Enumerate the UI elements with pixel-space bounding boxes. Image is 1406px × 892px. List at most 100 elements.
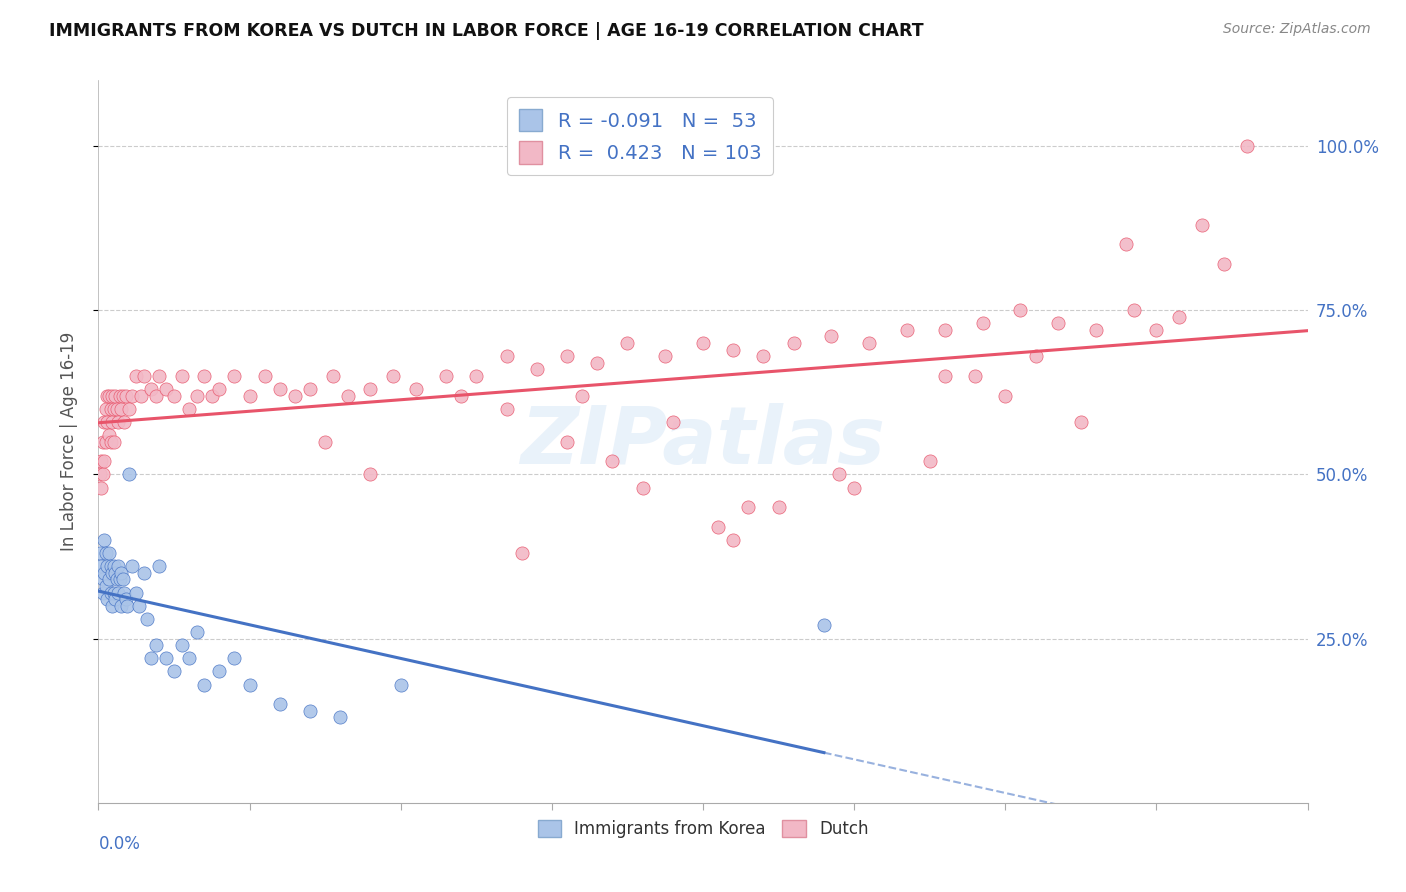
Point: [96, 559, 118, 574]
Point: [322, 368, 344, 383]
Point: [91, 434, 114, 449]
Point: [90, 559, 112, 574]
Point: [118, 401, 141, 416]
Point: [465, 368, 488, 383]
Point: [94, 434, 117, 449]
Point: [101, 566, 124, 580]
Point: [495, 349, 517, 363]
Point: [103, 401, 125, 416]
Point: [91, 573, 114, 587]
Point: [707, 520, 730, 534]
Point: [114, 592, 136, 607]
Point: [104, 592, 127, 607]
Point: [94, 579, 117, 593]
Point: [586, 356, 609, 370]
Point: [1070, 415, 1092, 429]
Point: [132, 566, 155, 580]
Point: [163, 665, 186, 679]
Point: [93, 533, 115, 547]
Point: [93, 454, 115, 468]
Point: [125, 585, 148, 599]
Point: [602, 454, 624, 468]
Point: [115, 599, 138, 613]
Point: [654, 349, 676, 363]
Point: [179, 401, 201, 416]
Point: [299, 382, 322, 396]
Point: [148, 559, 170, 574]
Point: [360, 467, 382, 482]
Point: [896, 323, 918, 337]
Point: [555, 349, 578, 363]
Point: [495, 401, 517, 416]
Point: [105, 573, 128, 587]
Point: [104, 388, 127, 402]
Point: [336, 388, 359, 402]
Point: [155, 382, 177, 396]
Point: [1168, 310, 1191, 324]
Point: [111, 388, 134, 402]
Point: [103, 585, 125, 599]
Point: [118, 467, 141, 482]
Point: [108, 388, 131, 402]
Point: [121, 559, 143, 574]
Point: [555, 434, 578, 449]
Point: [107, 559, 129, 574]
Point: [96, 388, 118, 402]
Point: [526, 362, 548, 376]
Point: [111, 573, 134, 587]
Point: [94, 401, 117, 416]
Point: [170, 368, 193, 383]
Point: [125, 368, 148, 383]
Point: [661, 415, 683, 429]
Point: [768, 500, 790, 515]
Point: [110, 599, 132, 613]
Text: IMMIGRANTS FROM KOREA VS DUTCH IN LABOR FORCE | AGE 16-19 CORRELATION CHART: IMMIGRANTS FROM KOREA VS DUTCH IN LABOR …: [49, 22, 924, 40]
Point: [616, 336, 638, 351]
Point: [135, 612, 157, 626]
Point: [100, 559, 122, 574]
Point: [972, 316, 994, 330]
Point: [269, 698, 291, 712]
Point: [90, 454, 112, 468]
Point: [844, 481, 866, 495]
Point: [145, 638, 167, 652]
Point: [101, 415, 124, 429]
Point: [100, 401, 122, 416]
Y-axis label: In Labor Force | Age 16-19: In Labor Force | Age 16-19: [59, 332, 77, 551]
Point: [382, 368, 405, 383]
Point: [112, 585, 135, 599]
Point: [450, 388, 472, 402]
Point: [201, 388, 224, 402]
Point: [89, 546, 111, 560]
Point: [91, 585, 114, 599]
Point: [389, 677, 412, 691]
Point: [132, 368, 155, 383]
Point: [93, 415, 115, 429]
Point: [100, 585, 122, 599]
Point: [631, 481, 654, 495]
Point: [510, 546, 533, 560]
Point: [1047, 316, 1070, 330]
Point: [103, 559, 125, 574]
Point: [360, 382, 382, 396]
Point: [692, 336, 714, 351]
Point: [269, 382, 291, 396]
Point: [104, 566, 127, 580]
Point: [129, 388, 152, 402]
Point: [90, 481, 112, 495]
Point: [314, 434, 336, 449]
Point: [193, 368, 215, 383]
Text: Source: ZipAtlas.com: Source: ZipAtlas.com: [1223, 22, 1371, 37]
Point: [1122, 303, 1144, 318]
Point: [94, 546, 117, 560]
Point: [208, 665, 231, 679]
Point: [1236, 139, 1258, 153]
Point: [107, 415, 129, 429]
Point: [783, 336, 806, 351]
Point: [434, 368, 457, 383]
Point: [110, 401, 132, 416]
Point: [737, 500, 759, 515]
Point: [112, 415, 135, 429]
Point: [103, 434, 125, 449]
Point: [96, 415, 118, 429]
